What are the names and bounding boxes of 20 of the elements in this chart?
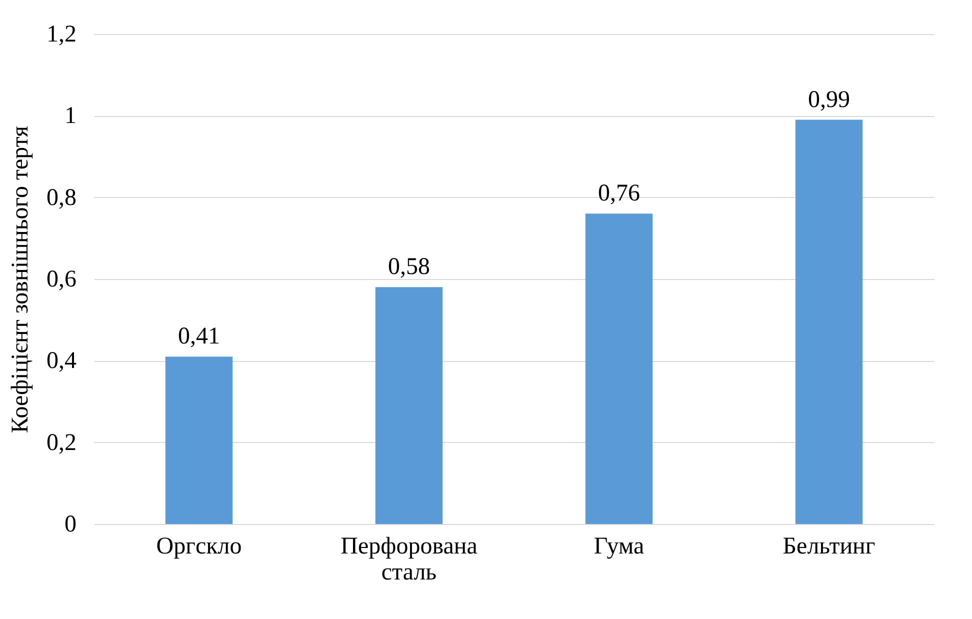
x-tick-label: Бельтинг: [782, 534, 876, 560]
data-label: 0,99: [808, 86, 850, 113]
data-label: 0,58: [388, 254, 430, 280]
y-tick-label: 0,8: [46, 184, 76, 211]
y-tick-label: 0,6: [46, 266, 76, 292]
y-axis-title: Коефіцієнт зовнішнього тертя: [8, 126, 34, 434]
y-tick-label: 0,4: [46, 348, 76, 374]
y-tick-label: 1,2: [46, 22, 76, 48]
y-tick-label: 0: [64, 512, 76, 538]
y-tick-label: 1: [64, 103, 76, 130]
x-tick-label: Оргскло: [156, 534, 242, 560]
x-tick-label: Гума: [594, 534, 645, 560]
data-label: 0,41: [178, 324, 220, 350]
y-tick-label: 0,2: [46, 430, 76, 456]
bar: [165, 356, 233, 524]
bar: [375, 287, 443, 524]
bar: [585, 214, 653, 524]
data-label: 0,76: [598, 180, 640, 207]
x-tick-label: Перфорована сталь: [340, 534, 478, 586]
bar: [795, 120, 863, 524]
